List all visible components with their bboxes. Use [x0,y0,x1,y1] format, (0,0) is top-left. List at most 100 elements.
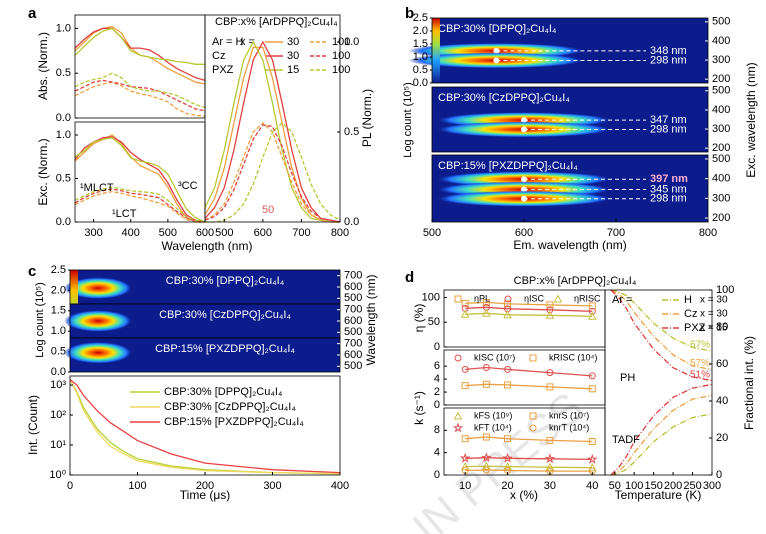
axis-title: η (%) [412,304,426,333]
y2-tick-label: 80 [716,321,728,333]
x-tick-label: 10 [459,480,471,492]
marker [482,363,490,371]
marker [546,383,554,391]
panel-title: CBP:30% [CzDPPQ]₂Cu₄I₄ [438,92,570,104]
y2-tick-label: 200 [712,212,730,224]
x-tick-label: 800 [699,227,717,239]
marker [546,301,554,309]
colorbar-tick-label: 0.0 [413,77,428,89]
series-line [465,366,593,377]
marker [482,461,491,470]
band-label: 397 nm [650,173,688,185]
x-tick-label: 300 [84,227,102,239]
legend-label: kFS (10⁹) [474,410,512,420]
series-line [204,40,340,223]
marker [544,453,556,464]
colorbar-tick-label: 1.5 [51,305,66,317]
legend-label: 100 [332,50,350,62]
plot-frame [74,14,206,119]
legend-label: 100 [332,36,350,48]
series-line [465,383,593,390]
panel-title: CBP:30% [DPPQ]₂Cu₄I₄ [438,23,557,35]
x-tick-label: 250 [683,480,701,492]
peak-dot [521,195,527,202]
y2-tick-label: 0.5 [344,126,359,138]
annotation: PH [620,372,635,384]
x-tick-label: 100 [128,480,146,492]
x-tick-label: 400 [122,227,140,239]
axis-title: PL (Norm.) [360,89,374,147]
y2-tick-label: 400 [712,35,730,47]
y-tick-label: 0.5 [56,67,71,79]
y2-tick-label: 700 [344,304,362,316]
marker [588,372,596,380]
legend-label: PXZ [684,322,706,334]
series-line [74,137,206,223]
marker [504,435,512,443]
marker [504,365,512,373]
marker [504,295,512,303]
axis-title: Em. wavelength (nm) [513,238,626,252]
series-line [610,394,713,476]
legend-label: kFT (10⁴) [474,422,512,432]
y-tick-label: 4 [434,447,440,459]
series-line [465,457,593,461]
marker [553,294,563,303]
legend-label: 30 [287,50,299,62]
marker [588,438,596,445]
x-tick-label: 50 [609,480,621,492]
series-line [465,306,593,312]
y-tick-label: 0 [434,341,440,353]
series-line [69,379,341,475]
axis-title: Int. (Count) [26,395,40,455]
x-tick-label: 600 [196,227,214,239]
marker [452,422,464,433]
y2-tick-label: 0 [716,469,722,481]
series-line [205,122,341,223]
y2-tick-label: 500 [712,153,730,165]
y-tick-label: 10³ [50,379,66,391]
y-tick-label: 0.5 [56,172,71,184]
legend-label: kRISC (10⁴) [549,352,597,362]
colorbar-label: Log count (10⁵) [402,82,414,158]
legend-label: CBP:30% [DPPQ]₂Cu₄I₄ [164,386,283,398]
plot-frame [431,17,709,84]
series-line [465,312,593,317]
y-tick-label: 0 [434,399,440,411]
annotation: ³CC [178,180,198,192]
y2-tick-label: 200 [712,73,730,85]
colorbar-tick-label: 0.0 [51,366,66,378]
axis-title: Fractional int. (%) [742,336,756,430]
annotation: 50 [262,204,274,216]
marker [482,466,490,474]
axis-title: Time (μs) [180,488,230,502]
y2-tick-label: 600 [344,281,362,293]
marker [588,385,596,393]
x-tick-label: 600 [254,227,272,239]
annotation: ¹MLCT [80,182,114,194]
colorbar-tick-label: 1.0 [413,51,428,63]
series-line [74,81,206,117]
chart-title: CBP:x% [ArDPPQ]₂Cu₄I₄ [215,16,338,28]
series-line [204,40,341,223]
legend-label: ηPL [474,293,490,303]
x-tick-label: 600 [515,227,533,239]
y-tick-label: 100 [422,291,440,303]
x-tick-label: 500 [423,227,441,239]
marker [482,380,490,388]
marker [545,310,555,319]
peak-dot [493,47,500,54]
y2-tick-label: 40 [716,395,728,407]
series-line [74,134,205,223]
peak-dot [521,126,527,133]
band-label: 298 nm [650,193,687,205]
y-tick-label: 0 [434,469,440,481]
series-line [465,436,593,443]
x-tick-label: 500 [159,227,177,239]
colorbar [432,18,440,83]
colorbar-tick-label: 0.5 [51,346,66,358]
y2-tick-label: 200 [712,142,730,154]
legend-label: 100 [332,64,350,76]
series-line [74,188,206,223]
